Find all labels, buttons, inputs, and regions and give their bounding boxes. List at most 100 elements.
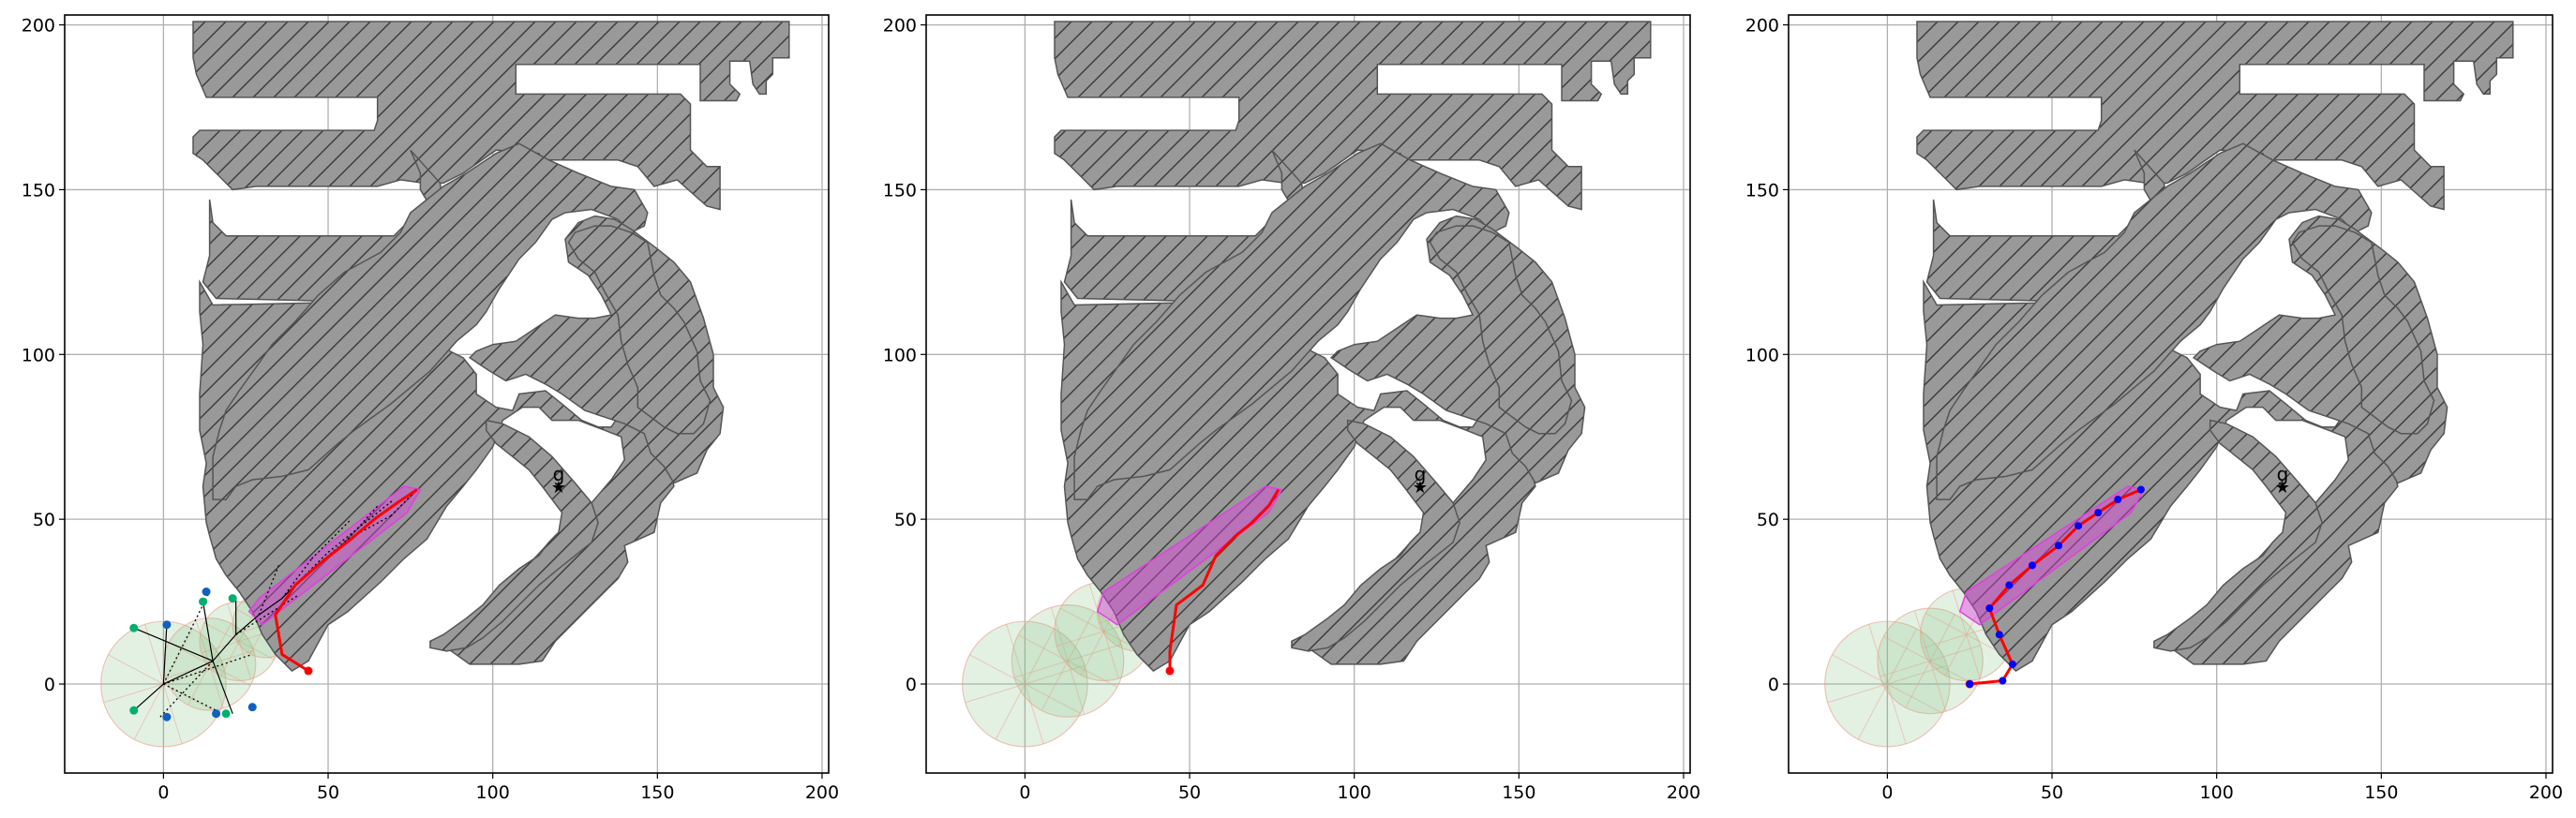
roadmap-edge <box>162 624 168 685</box>
goal-label: g <box>553 463 565 485</box>
plot-area: g★ <box>1824 21 2514 748</box>
sensor-ray <box>1067 661 1086 715</box>
obstacle <box>1054 21 1652 211</box>
tree-node <box>2094 509 2103 517</box>
axes-frame <box>925 14 1691 774</box>
frontier-point <box>247 703 257 712</box>
sensor-ray <box>1966 634 1981 679</box>
sensor-ray <box>1025 683 1081 714</box>
roadmap-dotted-edge <box>163 653 253 685</box>
sensor-ray <box>1067 611 1095 662</box>
goal-marker: ★ <box>551 478 566 498</box>
sensor-ray <box>187 663 211 706</box>
sensor-ray <box>1025 664 1086 685</box>
sensor-ray <box>209 623 232 665</box>
sensor-ray <box>227 602 240 642</box>
goal-marker: ★ <box>1413 478 1428 498</box>
roadmap-edge <box>202 601 214 662</box>
obstacle <box>212 142 649 500</box>
x-tick-label: 100 <box>2200 782 2234 803</box>
obstacle <box>1291 419 1460 652</box>
sensor-ray <box>1929 645 1981 662</box>
sensor-ray <box>220 641 240 677</box>
sensor-ray <box>1056 631 1104 647</box>
x-tick-label: 200 <box>805 782 839 803</box>
axes-frame <box>64 14 830 774</box>
sensor-ray <box>103 683 164 704</box>
obstacle <box>2153 419 2323 652</box>
sensor-ray <box>1024 683 1044 745</box>
sensor-ray <box>1883 635 1931 662</box>
frontier-point <box>162 620 172 630</box>
tree-node <box>1995 631 2003 639</box>
obstacle <box>1916 21 2514 211</box>
sensor-ray <box>1887 683 1943 714</box>
tree-node <box>2008 660 2016 668</box>
tree-node <box>2114 496 2122 504</box>
y-tick-label: 50 <box>894 510 917 530</box>
frontier-point <box>221 709 231 719</box>
sensor-ray <box>1886 628 1917 685</box>
plot-area: g★ <box>100 21 790 748</box>
sensor-ray <box>201 640 240 654</box>
y-tick-label: 100 <box>883 345 917 365</box>
sensor-ray <box>1013 660 1069 678</box>
sensor-ray <box>1088 584 1105 632</box>
frontier-point <box>199 597 208 606</box>
sensor-ray <box>168 642 210 665</box>
tree-node <box>2055 542 2063 550</box>
x-tick-label: 0 <box>157 782 169 803</box>
y-tick-label: 50 <box>33 510 55 530</box>
tree-node <box>1999 677 2007 685</box>
sensor-ray <box>1103 631 1119 679</box>
roadmap-edge <box>235 614 260 635</box>
sensor-ray <box>1041 661 1069 711</box>
frontier-point <box>162 712 172 721</box>
y-tick-label: 0 <box>1768 675 1779 695</box>
sensor-ray <box>238 640 275 661</box>
tree-node <box>2136 485 2145 494</box>
y-tick-label: 150 <box>883 180 917 201</box>
sensor-ray <box>209 663 224 709</box>
roadmap-dotted-edge <box>347 515 392 540</box>
y-tick-label: 150 <box>22 180 55 201</box>
x-tick-label: 200 <box>1667 782 1700 803</box>
roadmap-edge <box>212 633 237 662</box>
sensor-ray <box>1050 607 1069 662</box>
path-line <box>1168 488 1281 671</box>
sensor-ray <box>162 683 183 745</box>
sensor-ray <box>1067 644 1122 662</box>
y-tick-label: 200 <box>22 16 55 37</box>
sensor-ray <box>965 683 1026 704</box>
sensor-ray <box>1857 683 1888 740</box>
roadmap-dotted-edge <box>159 660 214 718</box>
frontier-point <box>212 709 221 719</box>
roadmap-edge <box>258 598 283 616</box>
roadmap-dotted-edge <box>390 489 418 517</box>
x-tick-label: 0 <box>1881 782 1893 803</box>
sensor-ray <box>209 649 254 665</box>
sensor-ray <box>1913 610 1931 662</box>
tree-node <box>2005 581 2014 589</box>
frontier-point <box>129 623 139 632</box>
obstacle <box>429 419 599 652</box>
sensor-ray <box>1929 661 1947 712</box>
sensor-ray <box>1944 634 1968 677</box>
y-tick-label: 0 <box>906 675 917 695</box>
roadmap-dotted-edge <box>162 591 211 685</box>
x-tick-label: 150 <box>2364 782 2398 803</box>
sensor-ray <box>1080 631 1105 676</box>
panel-1: g★ 0 50 100 150 200 0 50 100 150 200 <box>22 14 839 803</box>
tree-node <box>2028 561 2036 570</box>
path-line <box>274 488 418 673</box>
tree-node <box>1985 604 1994 613</box>
goal-marker: ★ <box>2275 478 2290 498</box>
tree-node <box>2074 522 2083 530</box>
sensor-ray <box>1024 628 1055 685</box>
sensor-ray <box>195 619 211 665</box>
y-tick-label: 100 <box>22 345 55 365</box>
roadmap-dotted-edge <box>235 594 299 635</box>
x-tick-label: 100 <box>476 782 510 803</box>
y-tick-label: 150 <box>1745 180 1779 201</box>
